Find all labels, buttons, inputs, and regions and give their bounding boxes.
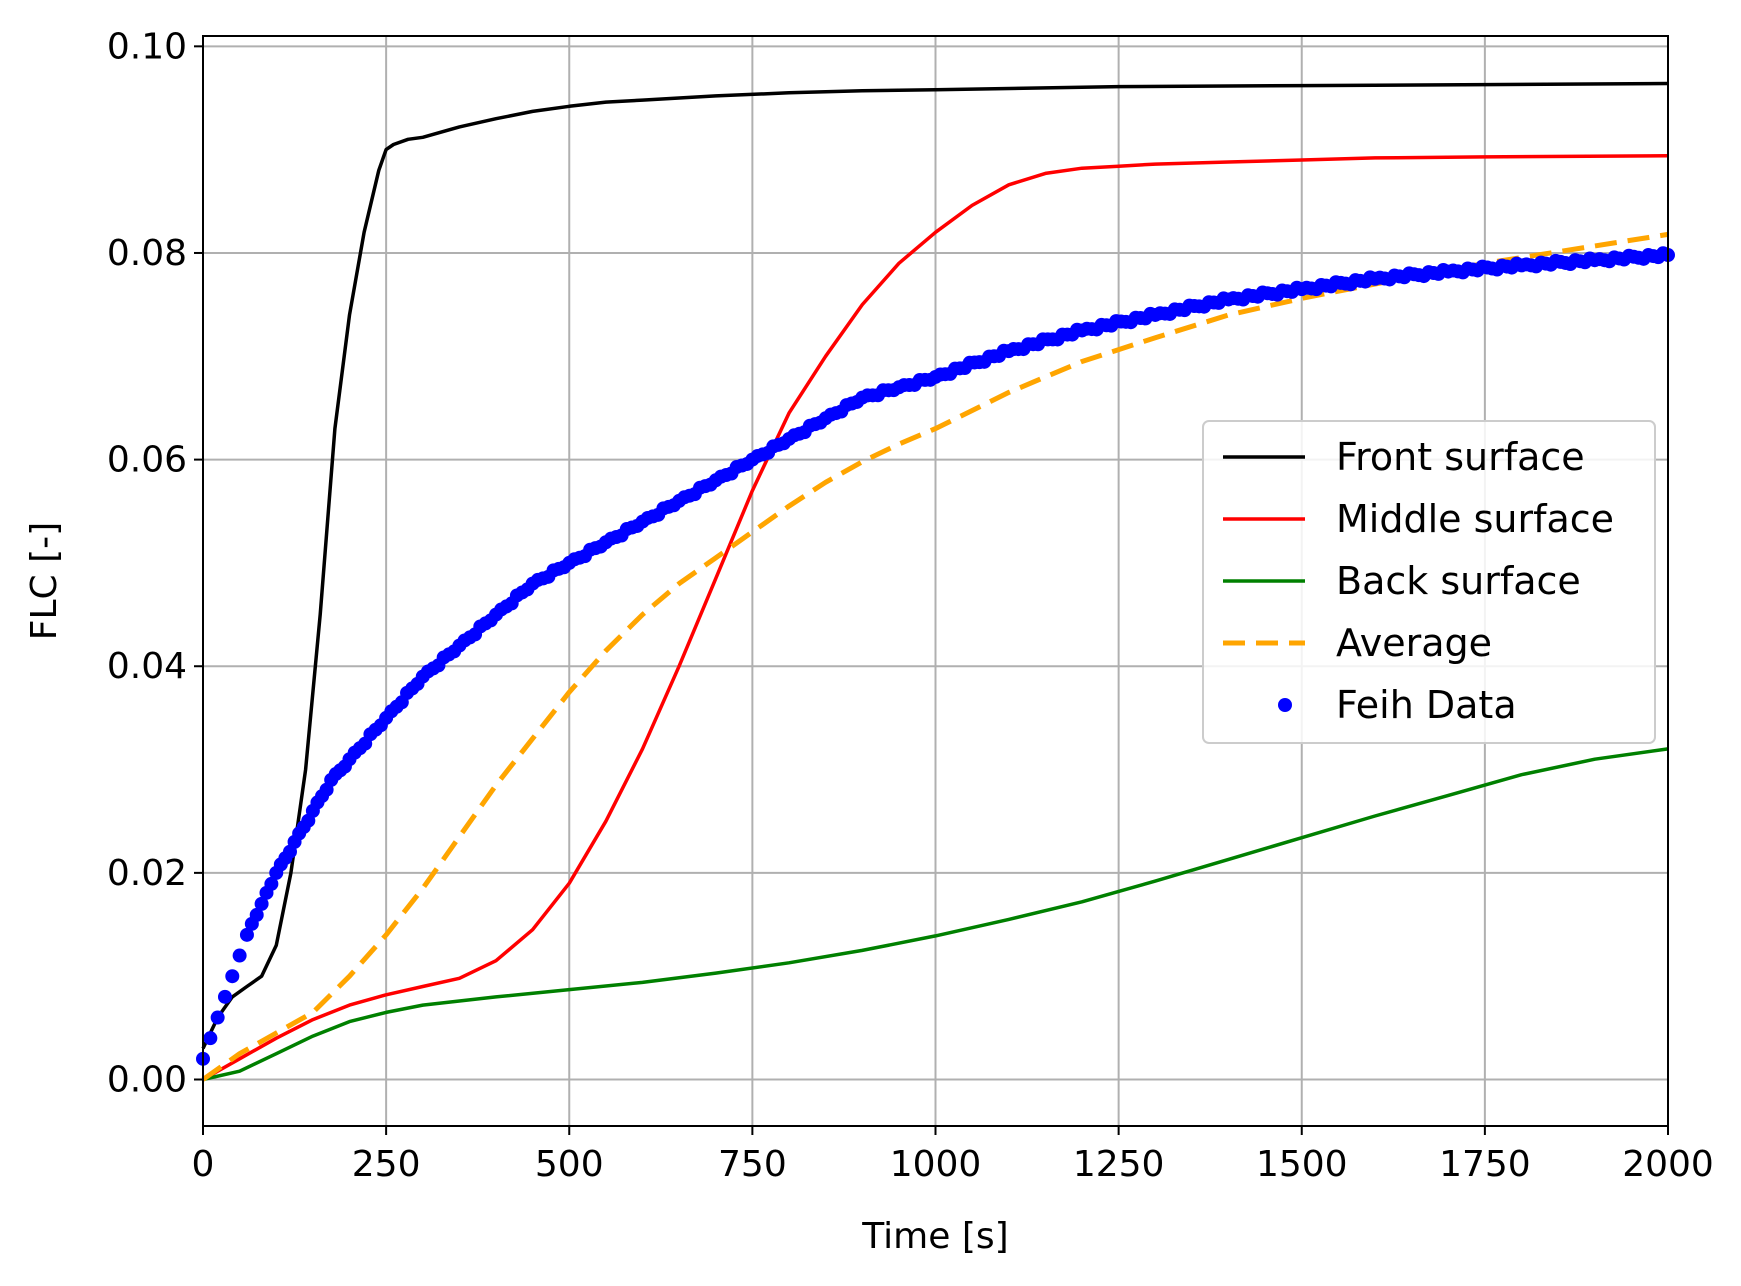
x-tick-label: 2000 (1622, 1144, 1714, 1185)
series-layer (196, 81, 1675, 1082)
data-point (239, 927, 254, 942)
y-tick-label: 0.08 (107, 233, 187, 274)
average-line (201, 231, 1669, 1082)
x-tick-label: 500 (535, 1144, 604, 1185)
legend-box (1202, 420, 1656, 744)
y-tick-label: 0.00 (107, 1060, 187, 1101)
y-tick-label: 0.04 (107, 646, 187, 687)
x-tick-label: 1500 (1256, 1144, 1348, 1185)
legend-marker-feih-data (1278, 698, 1292, 712)
y-tick-label: 0.02 (107, 853, 187, 894)
x-tick-label: 0 (192, 1144, 215, 1185)
x-tick-label: 750 (718, 1144, 787, 1185)
legend-label-average: Average (1336, 621, 1492, 665)
data-point (203, 1031, 218, 1046)
data-point (225, 969, 240, 984)
legend-label-middle-surface: Middle surface (1336, 497, 1614, 541)
y-axis-label: FLC [-] (24, 522, 65, 640)
legend-label-front-surface: Front surface (1336, 435, 1585, 479)
legend-label-feih-data: Feih Data (1336, 683, 1517, 727)
legend-label-back-surface: Back surface (1336, 559, 1581, 603)
x-tick-label: 1000 (890, 1144, 982, 1185)
data-point (249, 907, 264, 922)
data-point (254, 896, 269, 911)
x-axis-label: Time [s] (861, 1216, 1008, 1257)
data-point (210, 1010, 225, 1025)
back-surface-line (202, 747, 1669, 1082)
tick-layer: 0 250 500 750 1000 1250 1500 1750 2000 0.00 0.02 0.… (107, 26, 1714, 1185)
legend: Front surface Middle surface Back surface A… (1202, 420, 1656, 744)
data-point (232, 948, 247, 963)
x-tick-label: 1250 (1073, 1144, 1165, 1185)
feih-data-series (196, 246, 1675, 1066)
x-tick-label: 250 (352, 1144, 421, 1185)
y-tick-label: 0.10 (107, 26, 187, 67)
data-point (217, 989, 232, 1004)
data-point (264, 876, 279, 891)
y-tick-label: 0.06 (107, 440, 187, 481)
front-surface-line (201, 81, 1669, 1050)
x-tick-label: 1750 (1439, 1144, 1531, 1185)
